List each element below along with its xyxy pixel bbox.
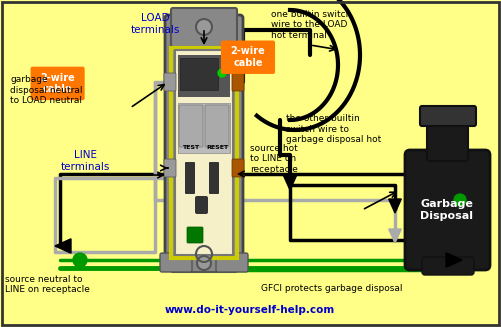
Text: LOAD
terminals: LOAD terminals	[131, 13, 180, 35]
Bar	[180, 58, 218, 90]
Circle shape	[197, 256, 211, 270]
Bar	[178, 55, 230, 97]
FancyBboxPatch shape	[164, 73, 176, 91]
FancyBboxPatch shape	[171, 238, 237, 272]
FancyBboxPatch shape	[195, 196, 208, 214]
Text: Garbage
Disposal: Garbage Disposal	[420, 199, 473, 221]
Polygon shape	[389, 229, 401, 243]
Text: TEST: TEST	[182, 145, 199, 150]
FancyBboxPatch shape	[185, 162, 195, 194]
Text: 2-wire
cable: 2-wire cable	[40, 73, 75, 94]
FancyBboxPatch shape	[420, 106, 476, 126]
FancyBboxPatch shape	[187, 227, 203, 243]
Circle shape	[218, 69, 226, 77]
FancyBboxPatch shape	[422, 257, 474, 275]
Text: GFCI protects garbage disposal: GFCI protects garbage disposal	[261, 284, 402, 294]
Text: LINE
terminals: LINE terminals	[61, 150, 110, 172]
Circle shape	[196, 246, 212, 262]
Circle shape	[196, 19, 212, 35]
Polygon shape	[389, 199, 401, 213]
FancyBboxPatch shape	[209, 162, 219, 194]
FancyBboxPatch shape	[165, 15, 243, 269]
Circle shape	[73, 253, 87, 267]
Text: 2-wire
cable: 2-wire cable	[230, 46, 266, 68]
FancyBboxPatch shape	[160, 253, 192, 272]
FancyBboxPatch shape	[205, 105, 229, 147]
Bar	[178, 103, 230, 153]
FancyBboxPatch shape	[171, 8, 237, 47]
Polygon shape	[283, 174, 297, 190]
Text: source neutral to
LINE on receptacle: source neutral to LINE on receptacle	[5, 275, 90, 294]
FancyBboxPatch shape	[427, 117, 468, 161]
Text: the other builtin
switch wire to
garbage disposal hot: the other builtin switch wire to garbage…	[286, 114, 381, 144]
Text: RESET: RESET	[206, 145, 228, 150]
FancyBboxPatch shape	[216, 253, 248, 272]
FancyBboxPatch shape	[31, 67, 85, 100]
Circle shape	[454, 194, 466, 206]
Polygon shape	[446, 253, 462, 267]
FancyBboxPatch shape	[232, 73, 244, 91]
FancyBboxPatch shape	[405, 150, 490, 270]
FancyBboxPatch shape	[221, 41, 275, 74]
Text: www.do-it-yourself-help.com: www.do-it-yourself-help.com	[165, 305, 335, 315]
FancyBboxPatch shape	[232, 159, 244, 177]
FancyBboxPatch shape	[171, 48, 237, 258]
FancyBboxPatch shape	[164, 159, 176, 177]
Text: one builtin switch
wire to the LOAD
hot terminal: one builtin switch wire to the LOAD hot …	[271, 10, 351, 40]
FancyBboxPatch shape	[179, 105, 203, 147]
Text: garbage
disposal neutral
to LOAD neutral: garbage disposal neutral to LOAD neutral	[10, 75, 83, 105]
Polygon shape	[55, 239, 71, 253]
Text: source hot
to LINE on
receptacle: source hot to LINE on receptacle	[250, 144, 299, 174]
FancyBboxPatch shape	[175, 50, 233, 255]
